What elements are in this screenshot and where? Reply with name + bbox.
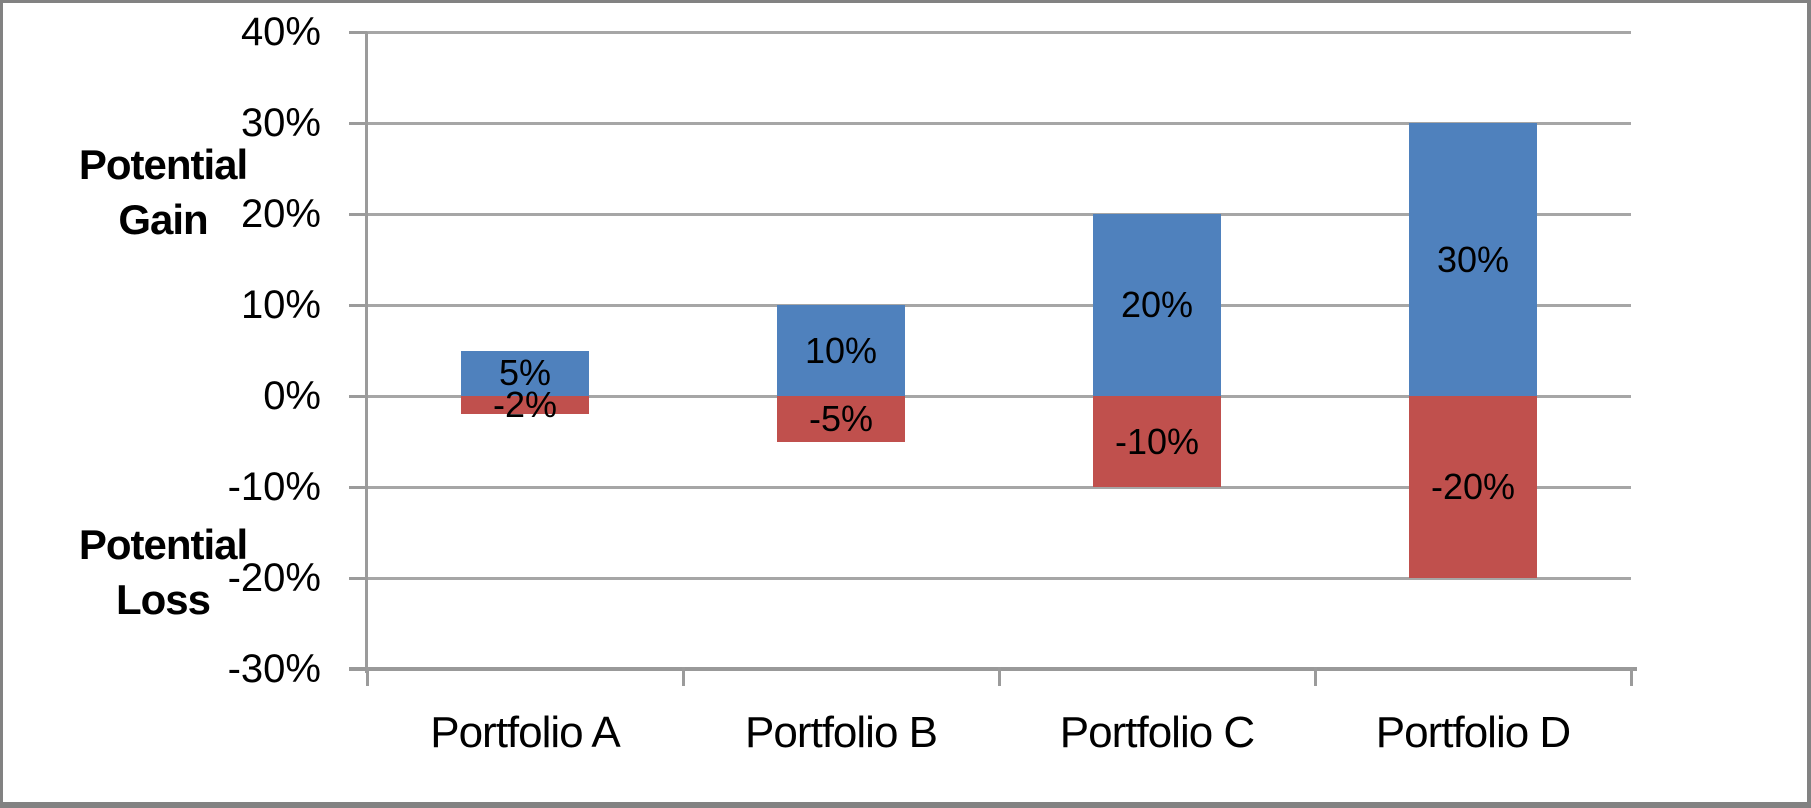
gridline--10- <box>367 486 1631 489</box>
y-axis-label-30-: 30% <box>240 101 321 145</box>
gridline-0- <box>367 395 1631 398</box>
y-axis-line <box>365 32 368 673</box>
gridline-20- <box>367 213 1631 216</box>
x-axis-line <box>349 667 1637 671</box>
bar-data-label-loss-portfolio-d: -20% <box>1430 466 1516 507</box>
x-axis-tick-2 <box>998 667 1001 686</box>
y-axis-tick--10- <box>349 486 367 489</box>
bar-data-label-loss-portfolio-a: -2% <box>492 384 558 426</box>
bar-data-label-gain-portfolio-a: 5% <box>498 352 552 394</box>
gridline-30- <box>367 122 1631 125</box>
bar-data-label-loss-portfolio-b: -5% <box>808 397 874 439</box>
y-axis-tick-10- <box>349 304 367 307</box>
y-axis-label--10-: -10% <box>227 465 321 509</box>
bar-data-label-loss-portfolio-c: -10% <box>1114 420 1200 462</box>
category-label-portfolio-c: Portfolio C <box>1059 708 1255 757</box>
category-label-portfolio-d: Portfolio D <box>1375 708 1571 757</box>
gridline--20- <box>367 577 1631 580</box>
y-axis-tick--20- <box>349 577 367 580</box>
y-axis-label--30-: -30% <box>227 647 321 691</box>
y-axis-tick-40- <box>349 31 367 34</box>
bar-loss-portfolio-c: -10% <box>1093 396 1221 487</box>
bar-data-label-gain-portfolio-d: 30% <box>1436 238 1510 280</box>
bar-gain-portfolio-b: 10% <box>777 305 905 396</box>
y-axis-tick-0- <box>349 395 367 398</box>
bar-data-label-gain-portfolio-c: 20% <box>1120 284 1194 325</box>
bar-loss-portfolio-a: -2% <box>461 385 589 425</box>
y-axis-tick-20- <box>349 213 367 216</box>
bar-loss-portfolio-d: -20% <box>1409 396 1537 578</box>
y-axis-label-0-: 0% <box>263 374 321 418</box>
x-axis-tick-1 <box>682 667 685 686</box>
x-axis-tick-0 <box>366 667 369 686</box>
x-axis-tick-4 <box>1630 667 1633 686</box>
y-axis-label-40-: 40% <box>240 10 321 54</box>
potential-loss-axis-label: Potential Loss <box>78 521 248 623</box>
bar-gain-portfolio-a: 5% <box>461 350 589 396</box>
y-axis-tick-30- <box>349 122 367 125</box>
category-label-portfolio-a: Portfolio A <box>430 708 621 757</box>
gridline-10- <box>367 304 1631 307</box>
potential-gain-axis-label: Potential Gain <box>78 141 248 243</box>
y-axis-label-20-: 20% <box>240 192 321 236</box>
bar-data-label-gain-portfolio-b: 10% <box>804 329 878 371</box>
category-label-portfolio-b: Portfolio B <box>745 708 938 757</box>
y-axis-label-10-: 10% <box>240 283 321 327</box>
bar-gain-portfolio-c: 20% <box>1093 214 1221 396</box>
gridline-40- <box>367 31 1631 34</box>
bar-loss-portfolio-b: -5% <box>777 396 905 442</box>
x-axis-tick-3 <box>1314 667 1317 686</box>
bar-gain-portfolio-d: 30% <box>1409 123 1537 396</box>
y-axis-label--20-: -20% <box>227 556 321 600</box>
